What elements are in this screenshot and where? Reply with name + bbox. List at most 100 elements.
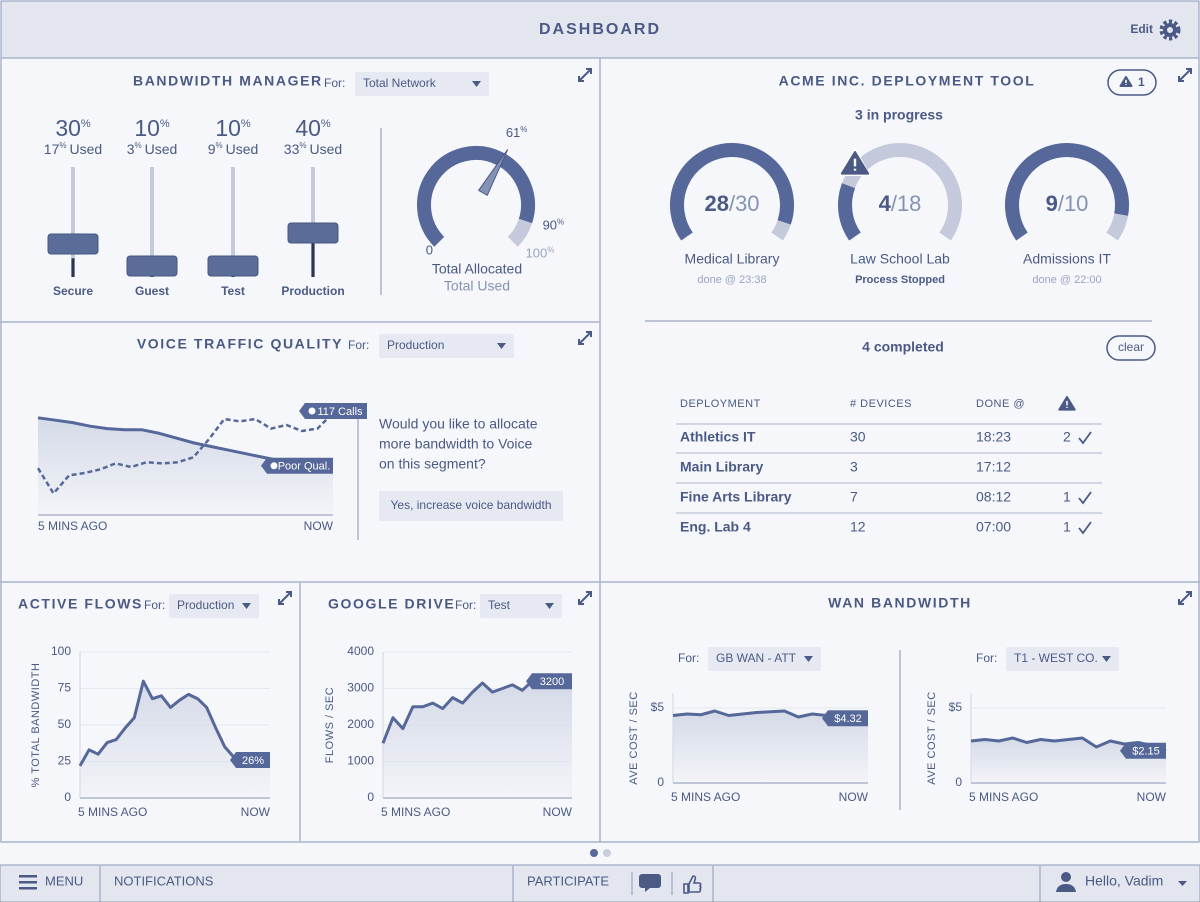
y-tick-label: 75: [58, 681, 72, 695]
y-tick-label: $5: [651, 700, 665, 714]
gauge-used-label: 61%: [506, 124, 528, 140]
panel-title: VOICE TRAFFIC QUALITY: [137, 336, 343, 352]
row-devices: 30: [850, 429, 866, 445]
user-menu-caret[interactable]: [1178, 881, 1187, 886]
slider-handle[interactable]: [207, 255, 259, 277]
thumbs-up-icon[interactable]: [683, 875, 702, 894]
select-value[interactable]: Test: [488, 598, 511, 612]
voice-button[interactable]: [379, 491, 563, 521]
slider-name: Secure: [53, 284, 93, 298]
select-box[interactable]: [379, 334, 514, 358]
allocated-text: 30%: [55, 115, 91, 141]
expand-icon[interactable]: [578, 331, 592, 345]
slider-used: [311, 240, 315, 277]
progress-text: 9/10: [1046, 191, 1089, 216]
slider-handle[interactable]: [287, 222, 339, 244]
job-status: done @ 23:38: [697, 274, 766, 286]
select-box[interactable]: [169, 594, 259, 618]
user-icon: [1056, 872, 1076, 892]
expand-icon[interactable]: [1178, 68, 1192, 82]
for-label: For:: [455, 598, 476, 612]
clear-button[interactable]: [1106, 335, 1156, 361]
slider-track: [231, 167, 235, 277]
end-tag: [822, 710, 868, 727]
unit: %: [321, 118, 331, 130]
unit: %: [299, 141, 306, 150]
progress-text: 4/18: [879, 191, 922, 216]
page-dot[interactable]: [603, 849, 611, 857]
x-label: 5 MINS AGO: [671, 790, 740, 804]
allocated-text: 40%: [295, 115, 331, 141]
allocated-text: 10%: [215, 115, 251, 141]
row-done: 08:12: [976, 489, 1011, 505]
x-label: NOW: [543, 805, 573, 819]
select-caret: [472, 81, 481, 87]
expand-icon[interactable]: [578, 68, 592, 82]
y-tick-label: 50: [58, 717, 72, 731]
tag-icon: [308, 407, 316, 415]
used-value: 33: [284, 141, 300, 157]
select-box[interactable]: [480, 594, 562, 618]
select-box[interactable]: [708, 647, 821, 671]
gear-icon[interactable]: [1159, 19, 1181, 41]
menu-icon[interactable]: [19, 875, 37, 890]
used-text: 17% Used: [44, 141, 102, 157]
gauge-value: 0: [426, 243, 433, 258]
done-count: 28: [704, 191, 728, 216]
gauge-value: 90: [543, 218, 557, 233]
y-axis-label: FLOWS / SEC: [324, 687, 336, 763]
job-status: Process Stopped: [855, 274, 945, 286]
gauge-caption: Total Allocated: [432, 261, 522, 277]
area: [80, 681, 270, 798]
allocated-value: 30: [55, 115, 81, 141]
chat-icon[interactable]: [639, 874, 661, 892]
end-tag: [526, 673, 572, 690]
voice-button-label[interactable]: Yes, increase voice bandwidth: [391, 498, 552, 512]
panel-title: ACTIVE FLOWS: [18, 596, 143, 612]
edit-button[interactable]: Edit: [1130, 22, 1153, 36]
used-label: Used: [145, 141, 178, 157]
area: [673, 711, 868, 783]
page-dot-active[interactable]: [590, 849, 598, 857]
slider-handle[interactable]: [126, 255, 178, 277]
y-tick-label: 1000: [347, 754, 374, 768]
menu-label[interactable]: MENU: [45, 873, 83, 888]
expand-icon[interactable]: [278, 591, 292, 605]
unit: %: [59, 141, 66, 150]
expand-icon[interactable]: [1178, 591, 1192, 605]
x-label: 5 MINS AGO: [38, 519, 107, 533]
job-name: Law School Lab: [850, 251, 950, 267]
used-label: Used: [70, 141, 103, 157]
user-greeting[interactable]: Hello, Vadim: [1085, 873, 1163, 889]
slider-handle[interactable]: [47, 233, 99, 255]
select-value[interactable]: Production: [387, 338, 444, 352]
prompt-text: more bandwidth to Voice: [379, 436, 533, 452]
x-label: NOW: [241, 805, 271, 819]
unit: %: [557, 217, 564, 226]
select-value[interactable]: GB WAN - ATT: [716, 651, 797, 665]
progress-text: 28/30: [704, 191, 759, 216]
x-label: NOW: [1137, 790, 1167, 804]
expand-icon[interactable]: [578, 591, 592, 605]
participate-tab[interactable]: PARTICIPATE: [527, 873, 609, 888]
alert-pill[interactable]: [1107, 69, 1157, 96]
select-value[interactable]: Total Network: [363, 76, 437, 90]
clear-label[interactable]: clear: [1118, 340, 1144, 354]
y-tick-label: 100: [51, 644, 71, 658]
check-icon: [1078, 491, 1092, 505]
notifications-tab[interactable]: NOTIFICATIONS: [114, 873, 214, 888]
slider-track: [150, 167, 154, 277]
select-box[interactable]: [355, 72, 489, 96]
row-devices: 7: [850, 489, 858, 505]
y-axis-label: AVE COST / SEC: [628, 691, 640, 784]
y-tick-label: 0: [955, 775, 962, 789]
used-text: 3% Used: [127, 141, 178, 157]
allocated-value: 40: [295, 115, 321, 141]
select-value[interactable]: T1 - WEST CO.: [1014, 651, 1098, 665]
select-value[interactable]: Production: [177, 598, 234, 612]
end-tag: [230, 752, 270, 769]
select-box[interactable]: [1006, 647, 1119, 671]
row-name: Fine Arts Library: [680, 489, 792, 505]
done-count: 4: [879, 191, 892, 216]
used-label: Used: [226, 141, 259, 157]
